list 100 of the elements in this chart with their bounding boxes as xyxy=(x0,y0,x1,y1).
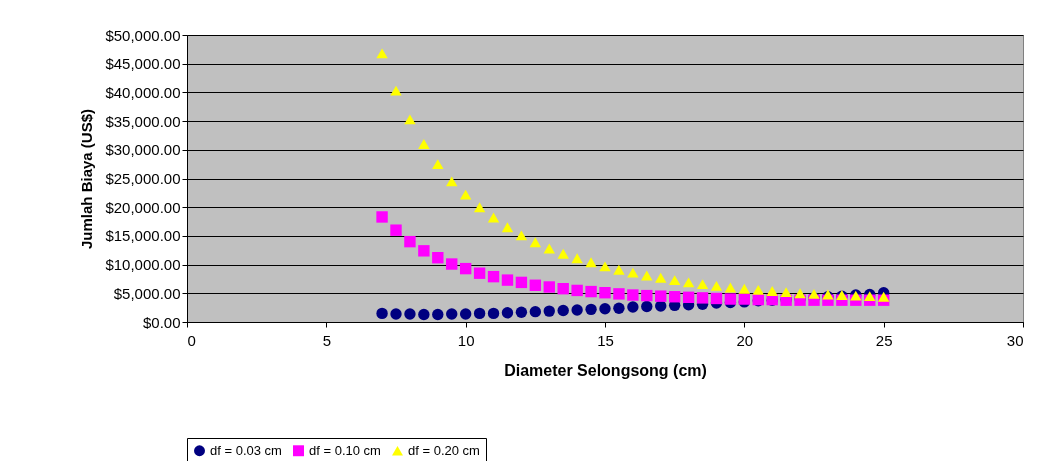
point xyxy=(418,139,430,149)
point xyxy=(446,308,458,320)
point xyxy=(473,307,486,320)
point xyxy=(627,267,639,278)
point xyxy=(404,308,416,320)
x-axis-title: Diameter Selongsong (cm) xyxy=(504,361,707,379)
y-tick-label: $0.00 xyxy=(142,313,181,331)
point xyxy=(390,224,402,236)
point xyxy=(529,305,542,318)
y-tick-label: $40,000.00 xyxy=(105,83,181,101)
point xyxy=(459,308,472,320)
y-tick-label: $10,000.00 xyxy=(105,256,181,274)
point xyxy=(404,114,416,125)
point xyxy=(627,289,639,301)
point xyxy=(515,230,528,241)
x-tick-label: 15 xyxy=(597,331,614,349)
point xyxy=(404,235,416,248)
point xyxy=(571,284,583,297)
point xyxy=(446,258,458,270)
point xyxy=(446,176,458,187)
point xyxy=(543,243,555,254)
point xyxy=(710,292,723,305)
y-tick-label: $30,000.00 xyxy=(105,141,181,159)
y-tick-label: $20,000.00 xyxy=(105,198,181,216)
point xyxy=(390,85,402,96)
y-tick-label: $5,000.00 xyxy=(113,284,181,302)
point xyxy=(557,248,569,259)
point xyxy=(641,300,653,313)
legend-label: df = 0.10 cm xyxy=(309,442,381,458)
point xyxy=(543,281,555,293)
point xyxy=(752,284,764,295)
point xyxy=(376,211,388,223)
point xyxy=(655,272,667,283)
point xyxy=(696,279,709,290)
point xyxy=(515,306,528,318)
point xyxy=(557,304,569,317)
point xyxy=(501,274,514,286)
point xyxy=(487,270,500,283)
x-tick-label: 0 xyxy=(187,331,196,349)
point xyxy=(557,283,569,295)
point xyxy=(432,308,444,321)
point xyxy=(627,301,639,313)
point xyxy=(599,287,611,299)
point xyxy=(724,293,737,305)
point xyxy=(571,253,583,264)
point xyxy=(724,282,737,293)
y-axis-title: Jumlah Biaya (US$) xyxy=(78,108,96,250)
point xyxy=(599,261,611,272)
point xyxy=(668,275,681,286)
point xyxy=(780,287,792,298)
point xyxy=(599,303,611,315)
y-tick-label: $25,000.00 xyxy=(105,170,181,187)
point xyxy=(613,288,625,300)
y-tick-label: $15,000.00 xyxy=(105,227,181,245)
point xyxy=(432,252,444,264)
point xyxy=(459,262,472,275)
point xyxy=(473,202,486,213)
y-tick-label: $45,000.00 xyxy=(105,55,181,73)
point xyxy=(668,291,681,303)
point xyxy=(390,308,402,320)
point xyxy=(501,222,514,233)
point xyxy=(487,212,500,223)
point xyxy=(376,48,388,59)
x-tick-label: 30 xyxy=(1006,331,1024,349)
point xyxy=(877,291,890,302)
point xyxy=(376,307,388,320)
y-tick-label: $35,000.00 xyxy=(105,112,181,130)
point xyxy=(682,291,695,304)
point xyxy=(585,257,597,268)
point xyxy=(571,304,583,316)
point xyxy=(808,288,820,299)
point xyxy=(585,285,597,298)
point xyxy=(473,267,486,279)
point xyxy=(487,307,500,320)
point xyxy=(766,286,778,296)
point xyxy=(794,288,806,299)
point xyxy=(418,245,430,257)
point xyxy=(543,305,555,317)
x-tick-label: 5 xyxy=(322,331,332,349)
point xyxy=(655,290,667,302)
point xyxy=(585,303,597,316)
point xyxy=(432,159,444,170)
point xyxy=(529,279,542,291)
point xyxy=(515,276,528,289)
point xyxy=(641,289,653,302)
point xyxy=(682,277,695,288)
x-tick-label: 20 xyxy=(736,331,754,349)
point xyxy=(418,308,430,321)
y-tick-label: $50,000.00 xyxy=(105,26,181,44)
point xyxy=(613,264,625,275)
x-tick-label: 25 xyxy=(875,331,893,349)
point xyxy=(738,283,751,294)
legend-label: df = 0.03 cm xyxy=(210,442,282,458)
point xyxy=(501,307,514,319)
point xyxy=(696,292,709,304)
legend-label: df = 0.20 cm xyxy=(408,442,480,458)
point xyxy=(710,280,723,291)
point xyxy=(459,189,472,200)
point xyxy=(613,302,625,314)
point xyxy=(529,237,542,248)
